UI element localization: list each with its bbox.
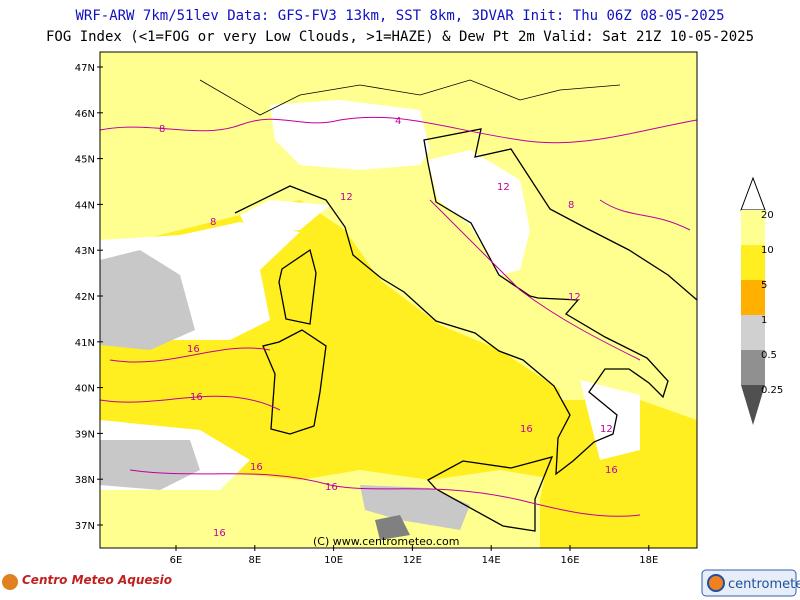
contour-label: 12 (568, 292, 581, 303)
colorbar-cap (741, 385, 765, 425)
contour-label: 16 (213, 528, 226, 539)
lon-label: 12E (403, 555, 422, 566)
colorbar-label: 1 (761, 315, 767, 326)
contour-label: 8 (210, 217, 216, 228)
coastline (199, 79, 698, 532)
contour-label: 16 (250, 462, 263, 473)
contour-label: 8 (159, 124, 165, 135)
map: (C) www.centrometeo.com (99, 51, 698, 549)
lat-label: 39N (75, 429, 95, 440)
contour-label: 12 (497, 182, 510, 193)
lat-label: 40N (75, 384, 95, 395)
fog-area (100, 250, 195, 350)
lon-label: 16E (560, 555, 579, 566)
copyright: (C) www.centrometeo.com (313, 535, 459, 548)
lat-label: 45N (75, 155, 95, 166)
lon-label: 10E (324, 555, 343, 566)
contour-label: 12 (340, 192, 353, 203)
lon-label: 8E (248, 555, 261, 566)
colorbar-label: 0.5 (761, 350, 777, 361)
colorbar-label: 5 (761, 280, 767, 291)
colorbar-swatch (741, 315, 765, 350)
clear-area (428, 150, 530, 275)
title: WRF-ARW 7km/51lev Data: GFS-FV3 13km, SS… (75, 8, 724, 24)
clear-area (580, 380, 640, 460)
lat-label: 41N (75, 338, 95, 349)
lon-label: 6E (170, 555, 183, 566)
lon-label: 18E (639, 555, 658, 566)
fog-area (360, 485, 470, 530)
contour-label: 16 (605, 465, 618, 476)
colorbar-label: 20 (761, 210, 774, 221)
contour-label: 16 (325, 482, 338, 493)
contour (99, 116, 698, 517)
left-logo-icon (2, 574, 18, 590)
lon-label: 14E (482, 555, 501, 566)
contour-label: 4 (395, 116, 401, 127)
lat-label: 46N (75, 109, 95, 120)
colorbar-swatch (741, 280, 765, 315)
right-logo: centrometeo (728, 577, 800, 592)
lat-label: 47N (75, 63, 95, 74)
fog-area (100, 440, 200, 490)
contour-label: 16 (520, 424, 533, 435)
haze-area (540, 400, 697, 548)
left-logo: Centro Meteo Aquesio (22, 573, 172, 587)
contour-label: 16 (190, 392, 203, 403)
contour-label: 12 (600, 424, 613, 435)
lat-label: 37N (75, 521, 95, 532)
lat-label: 43N (75, 246, 95, 257)
right-logo-icon (707, 574, 725, 592)
colorbar-swatch (741, 210, 765, 245)
colorbar-label: 10 (761, 245, 774, 256)
subtitle: FOG Index (<1=FOG or very Low Clouds, >1… (46, 29, 754, 45)
lat-label: 44N (75, 200, 95, 211)
lat-label: 38N (75, 475, 95, 486)
contour-label: 8 (568, 200, 574, 211)
colorbar-label: 0.25 (761, 385, 783, 396)
colorbar (740, 176, 766, 425)
contour-label: 16 (187, 344, 200, 355)
fog-area (375, 515, 410, 540)
colorbar-cap (740, 176, 766, 211)
lat-label: 42N (75, 292, 95, 303)
map-frame (99, 51, 698, 549)
colorbar-swatch (741, 350, 765, 385)
right-logo-box (701, 569, 797, 597)
colorbar-swatch (741, 245, 765, 280)
